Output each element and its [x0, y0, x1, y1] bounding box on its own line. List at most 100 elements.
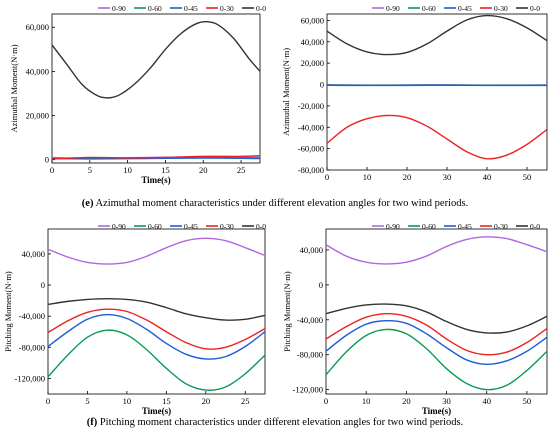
caption-f: (f) Pitching moment characteristics unde… [0, 417, 550, 428]
legend-label-0-90: 0-90 [386, 4, 400, 13]
legend-label-0-45: 0-45 [184, 222, 198, 231]
chart-f-right: -120,000 -80,000 -40,000 0 40,000 0 10 20 30 40 50… [282, 222, 548, 416]
x-tick-label: 40 [482, 396, 491, 406]
legend-label-0-60: 0-60 [148, 4, 162, 13]
chart-e-left: 0 20,000 40,000 60,000 0 5 10 15 20 25 Time(s) Azim… [9, 4, 266, 185]
legend-label-0-60: 0-60 [422, 4, 436, 13]
x-tick-label: 5 [85, 396, 89, 406]
y-tick-label: 40,000 [22, 249, 45, 259]
x-tick-label: 25 [237, 165, 246, 175]
x-tick-label: 15 [162, 396, 171, 406]
plot-frame [51, 13, 261, 164]
series-line-0-45 [51, 157, 261, 160]
x-tick-label: 15 [161, 165, 170, 175]
x-tick-label: 50 [523, 396, 532, 406]
x-axis-label: Time(s) [422, 406, 451, 416]
y-tick-label: -80,000 [19, 342, 45, 352]
x-tick-label: 0 [46, 396, 50, 406]
y-tick-label: 60,000 [301, 15, 324, 25]
y-tick-label: -80,000 [298, 165, 324, 175]
series-line-0-30 [47, 308, 266, 350]
y-tick-label: -60,000 [298, 144, 324, 154]
legend-label-0-45: 0-45 [458, 222, 472, 231]
x-tick-label: 0 [324, 396, 328, 406]
y-tick-label: 40,000 [26, 66, 49, 76]
y-axis-label: Azimuthal Moment(N·m) [281, 48, 291, 136]
x-tick-label: 0 [50, 165, 54, 175]
series-line-0-30 [325, 312, 548, 356]
y-axis-label: Azimuthal Moment(N·m) [9, 44, 19, 132]
legend-label-0-0: 0-0 [256, 222, 266, 231]
legend-label-0-45: 0-45 [184, 4, 198, 13]
caption-e: (e) Azimuthal moment characteristics und… [0, 198, 550, 209]
series-line-0-0 [51, 20, 261, 99]
legend-label-0-0: 0-0 [256, 4, 266, 13]
legend-label-0-90: 0-90 [386, 222, 400, 231]
y-tick-label: -80,000 [297, 350, 323, 360]
x-tick-label: 30 [442, 396, 451, 406]
series-line-0-90 [47, 237, 266, 265]
y-axis-label: Pitching Moment(N·m) [3, 271, 13, 352]
x-tick-label: 0 [325, 172, 329, 182]
x-tick-label: 10 [363, 172, 372, 182]
plot-frame [47, 228, 266, 395]
series-line-0-0 [326, 14, 548, 56]
y-tick-label: 0 [319, 280, 323, 290]
series-line-0-60 [47, 329, 266, 391]
series-line-0-90 [325, 236, 548, 265]
legend: 0-90 0-60 0-45 0-30 0-0 [372, 4, 540, 13]
x-axis-label: Time(s) [141, 175, 170, 185]
y-tick-label: -40,000 [297, 315, 323, 325]
plot-frame [326, 13, 548, 171]
y-tick-label: 40,000 [301, 37, 324, 47]
legend-label-0-30: 0-30 [220, 222, 234, 231]
legend-label-0-90: 0-90 [112, 4, 126, 13]
x-tick-label: 10 [362, 396, 371, 406]
caption-f-text: Pitching moment characteristics under di… [97, 417, 464, 428]
x-tick-label: 25 [241, 396, 250, 406]
y-axis-label: Pitching Moment(N·m) [282, 271, 292, 352]
x-tick-label: 20 [402, 396, 411, 406]
legend-label-0-0: 0-0 [530, 4, 540, 13]
legend: 0-90 0-60 0-45 0-30 0-0 [98, 4, 266, 13]
y-tick-label: 20,000 [301, 58, 324, 68]
caption-e-text: Azimuthal moment characteristics under d… [93, 198, 469, 209]
legend-label-0-45: 0-45 [458, 4, 472, 13]
series-line-0-45 [47, 313, 266, 360]
legend-label-0-30: 0-30 [494, 222, 508, 231]
legend-label-0-30: 0-30 [494, 4, 508, 13]
series-line-0-30 [51, 155, 261, 160]
chart-e-right: -80,000 -60,000 -40,000 -20,000 0 20,000 40,00… [281, 4, 548, 182]
x-tick-label: 5 [88, 165, 92, 175]
legend-label-0-30: 0-30 [220, 4, 234, 13]
series-line-0-0 [47, 297, 266, 321]
y-tick-label: -40,000 [298, 122, 324, 132]
chart-f-left: -120,000 -80,000 -40,000 0 40,000 0 5 10 15 20 25 T… [3, 222, 266, 416]
legend: 0-90 0-60 0-45 0-30 0-0 [372, 222, 540, 231]
x-tick-label: 30 [443, 172, 452, 182]
x-tick-label: 20 [202, 396, 211, 406]
y-tick-label: 60,000 [26, 22, 49, 32]
x-tick-label: 40 [483, 172, 492, 182]
plot-frame [325, 228, 548, 395]
y-tick-label: 0 [320, 80, 324, 90]
series-line-0-45 [325, 319, 548, 366]
series-line-0-0 [325, 303, 548, 334]
legend-label-0-60: 0-60 [422, 222, 436, 231]
series-line-0-30 [326, 114, 548, 160]
x-tick-label: 20 [403, 172, 412, 182]
legend-label-0-0: 0-0 [530, 222, 540, 231]
y-tick-label: 40,000 [300, 245, 323, 255]
y-tick-label: 20,000 [26, 111, 49, 121]
x-tick-label: 20 [199, 165, 208, 175]
x-tick-label: 50 [523, 172, 532, 182]
y-tick-label: -20,000 [298, 101, 324, 111]
y-tick-label: -120,000 [293, 385, 323, 395]
caption-e-letter: (e) [81, 198, 94, 209]
legend: 0-90 0-60 0-45 0-30 0-0 [98, 222, 266, 231]
legend-label-0-60: 0-60 [148, 222, 162, 231]
x-axis-label: Time(s) [142, 406, 171, 416]
caption-f-letter: (f) [86, 417, 98, 428]
y-tick-label: 0 [41, 280, 45, 290]
